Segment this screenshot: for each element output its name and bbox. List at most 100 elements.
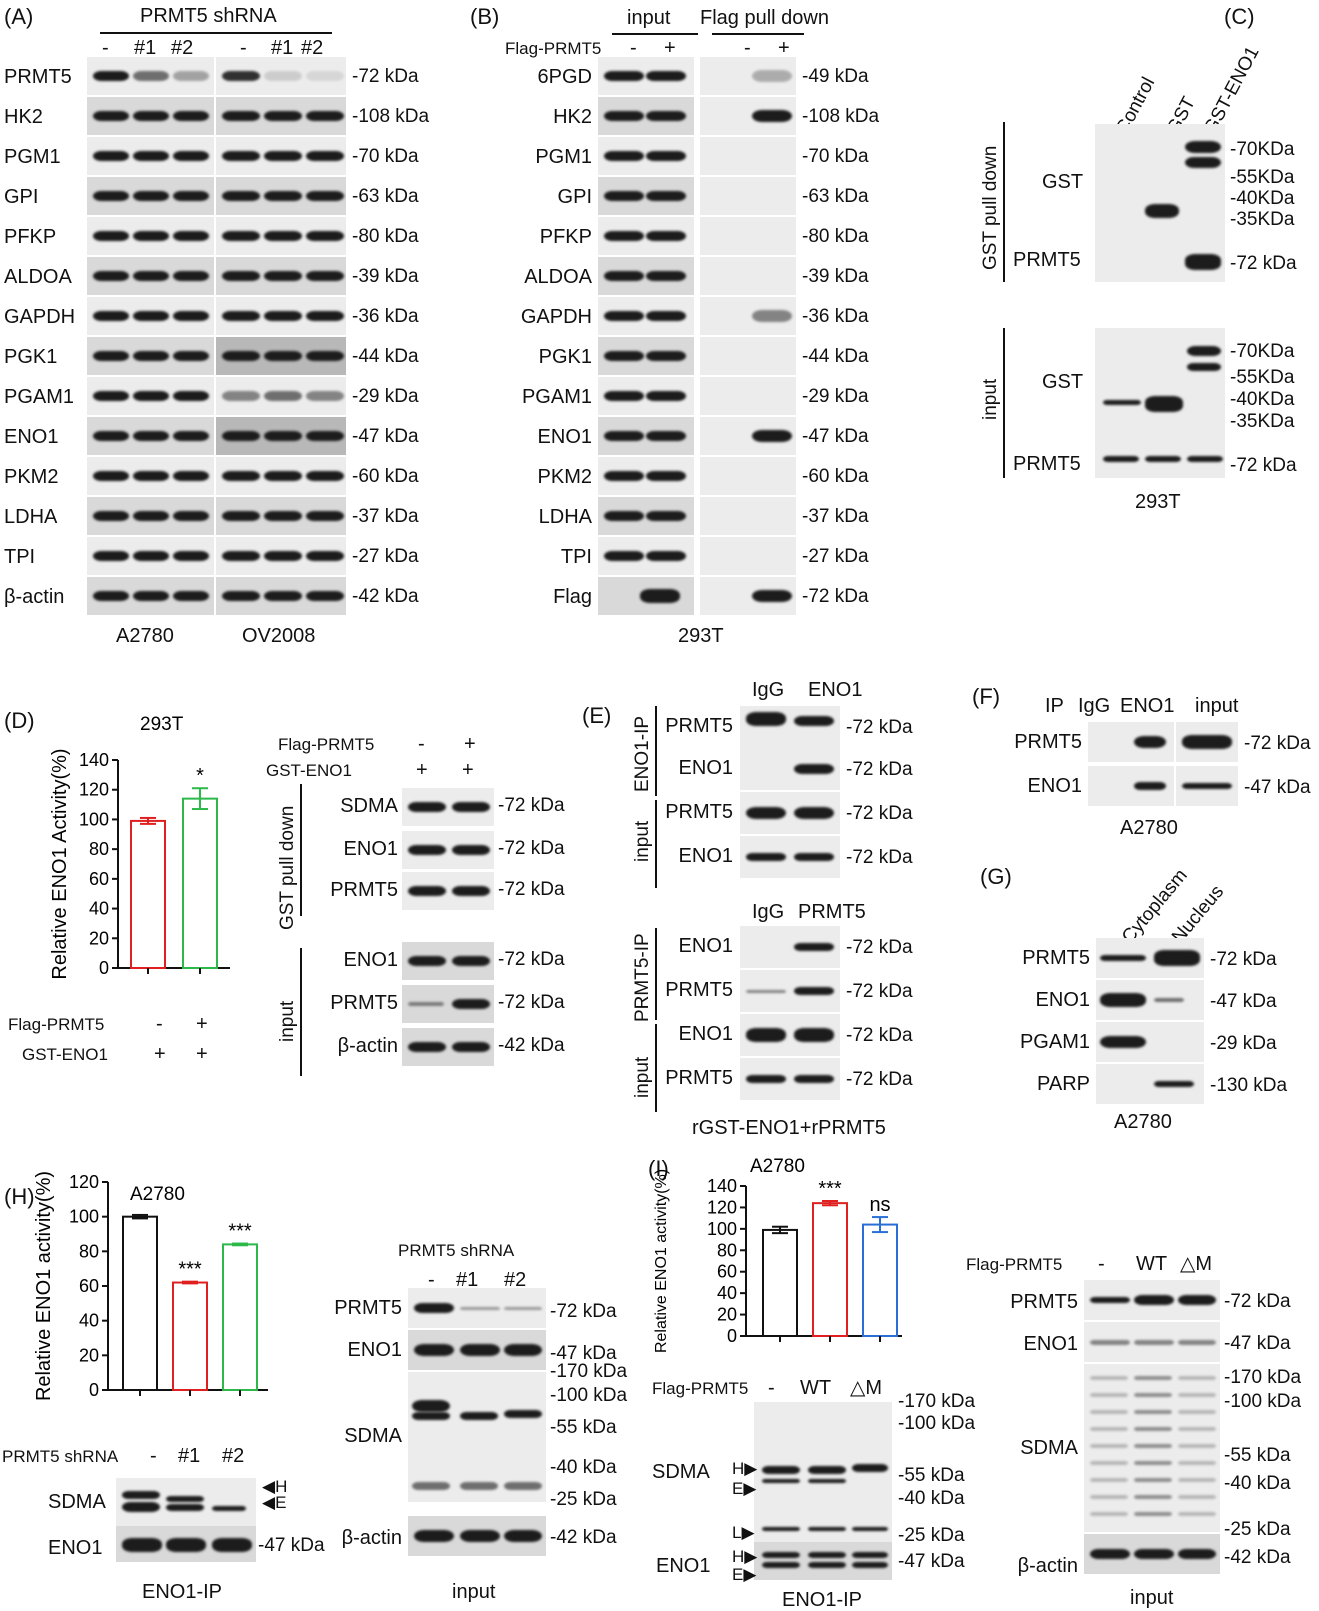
bar: [812, 1202, 848, 1338]
band: [412, 1412, 450, 1420]
band: [1178, 1478, 1216, 1482]
blot-strip: [700, 57, 796, 95]
blot-h-sdma: [116, 1478, 256, 1526]
band: [646, 111, 686, 121]
kda-marker: -70 kDa: [802, 146, 869, 167]
band: [1134, 1512, 1172, 1516]
band: [1090, 1410, 1128, 1414]
kda-marker: -72 kDa: [498, 795, 565, 816]
panel-e-side: PRMT5-IP: [632, 933, 653, 1022]
kda-marker: -37 kDa: [352, 506, 419, 527]
row-label: PKM2: [537, 466, 592, 488]
band: [133, 271, 169, 281]
kda-marker: -37 kDa: [802, 506, 869, 527]
band: [1090, 1444, 1128, 1448]
band: [504, 1482, 542, 1490]
blot-strip: [598, 537, 694, 575]
blot-strip: [408, 1330, 546, 1370]
band: [408, 802, 446, 812]
band: [264, 431, 302, 441]
band: [93, 551, 129, 561]
blot-gst-input: [1095, 328, 1225, 440]
band: [604, 351, 644, 361]
band: [604, 271, 644, 281]
band: [173, 551, 209, 561]
band: [604, 111, 644, 121]
band: [264, 511, 302, 521]
band: [1178, 1549, 1216, 1559]
blot-strip: [1096, 980, 1204, 1020]
y-tick-label: 0: [89, 1380, 99, 1400]
kda-marker: -63 kDa: [352, 186, 419, 207]
kda-marker: -42 kDa: [550, 1527, 617, 1548]
band: [306, 391, 344, 401]
row-label: PARP: [1037, 1073, 1090, 1095]
band: [646, 191, 686, 201]
kda-marker: -39 kDa: [352, 266, 419, 287]
band: [794, 716, 834, 726]
lane-label: PRMT5: [798, 901, 866, 923]
panel-d-side-bottom: input: [277, 1000, 298, 1042]
blot-strip: [740, 970, 840, 1012]
kda-marker: -130 kDa: [1210, 1075, 1288, 1096]
blot-gst-pulldown: [1095, 124, 1225, 240]
band: [133, 111, 169, 121]
band: [746, 712, 786, 726]
band: [794, 1075, 834, 1083]
blot-strip: [216, 417, 346, 455]
blot-strip: [216, 257, 346, 295]
band: [93, 191, 129, 201]
lane-label: △M: [850, 1377, 883, 1399]
blot-strip: [1088, 766, 1174, 806]
band: [460, 1306, 500, 1310]
panel-g-cell-line: A2780: [1114, 1111, 1172, 1133]
row-label: PRMT5: [1014, 731, 1082, 753]
y-tick-label: 140: [707, 1176, 737, 1196]
band: [264, 231, 302, 241]
panel-c-cell-line: 293T: [1135, 491, 1181, 513]
triangle-icon: ◀: [262, 1493, 276, 1512]
row-label: ENO1: [343, 838, 398, 860]
lane-label: -: [240, 37, 247, 59]
hel-marker: L▶: [732, 1523, 755, 1542]
band: [746, 807, 786, 819]
band: [1178, 1461, 1216, 1465]
triangle-icon: ▶: [743, 1565, 757, 1584]
blot-strip: [1176, 766, 1238, 806]
band: [173, 71, 209, 81]
band: [133, 231, 169, 241]
band: [1178, 1444, 1216, 1448]
band: [752, 70, 792, 82]
band: [222, 71, 260, 81]
band: [264, 591, 302, 601]
blot-strip: [700, 97, 796, 135]
lane-label: -: [102, 37, 109, 59]
lane-label: #2: [301, 37, 324, 59]
kda-marker: -72 kDa: [498, 838, 565, 859]
y-axis-label: Relative ENO1 activity(%): [653, 1169, 670, 1353]
panel-h-input-header: PRMT5 shRNA: [398, 1241, 515, 1260]
band: [93, 271, 129, 281]
row-label: TPI: [4, 546, 36, 568]
y-tick-label: 140: [79, 750, 109, 770]
band: [452, 956, 490, 966]
band: [604, 511, 644, 521]
row-label: PGAM1: [4, 386, 75, 408]
lane-label: +: [154, 1043, 166, 1065]
blot-strip: [700, 137, 796, 175]
band: [1100, 955, 1146, 961]
row-label: TPI: [560, 546, 592, 568]
band: [222, 151, 260, 161]
kda-marker: -72 kDa: [846, 847, 913, 868]
band: [746, 989, 786, 993]
lane-label: +: [462, 759, 474, 781]
blot-strip: [1084, 1534, 1220, 1574]
band: [452, 999, 490, 1009]
marker: -47 kDa: [898, 1551, 965, 1572]
triangle-icon: ▶: [743, 1479, 757, 1498]
band: [452, 845, 490, 855]
blot-h-eno1: [116, 1526, 256, 1562]
blot-strip: [216, 377, 346, 415]
blot-strip: [740, 836, 840, 878]
marker: -70KDa: [1230, 341, 1295, 362]
